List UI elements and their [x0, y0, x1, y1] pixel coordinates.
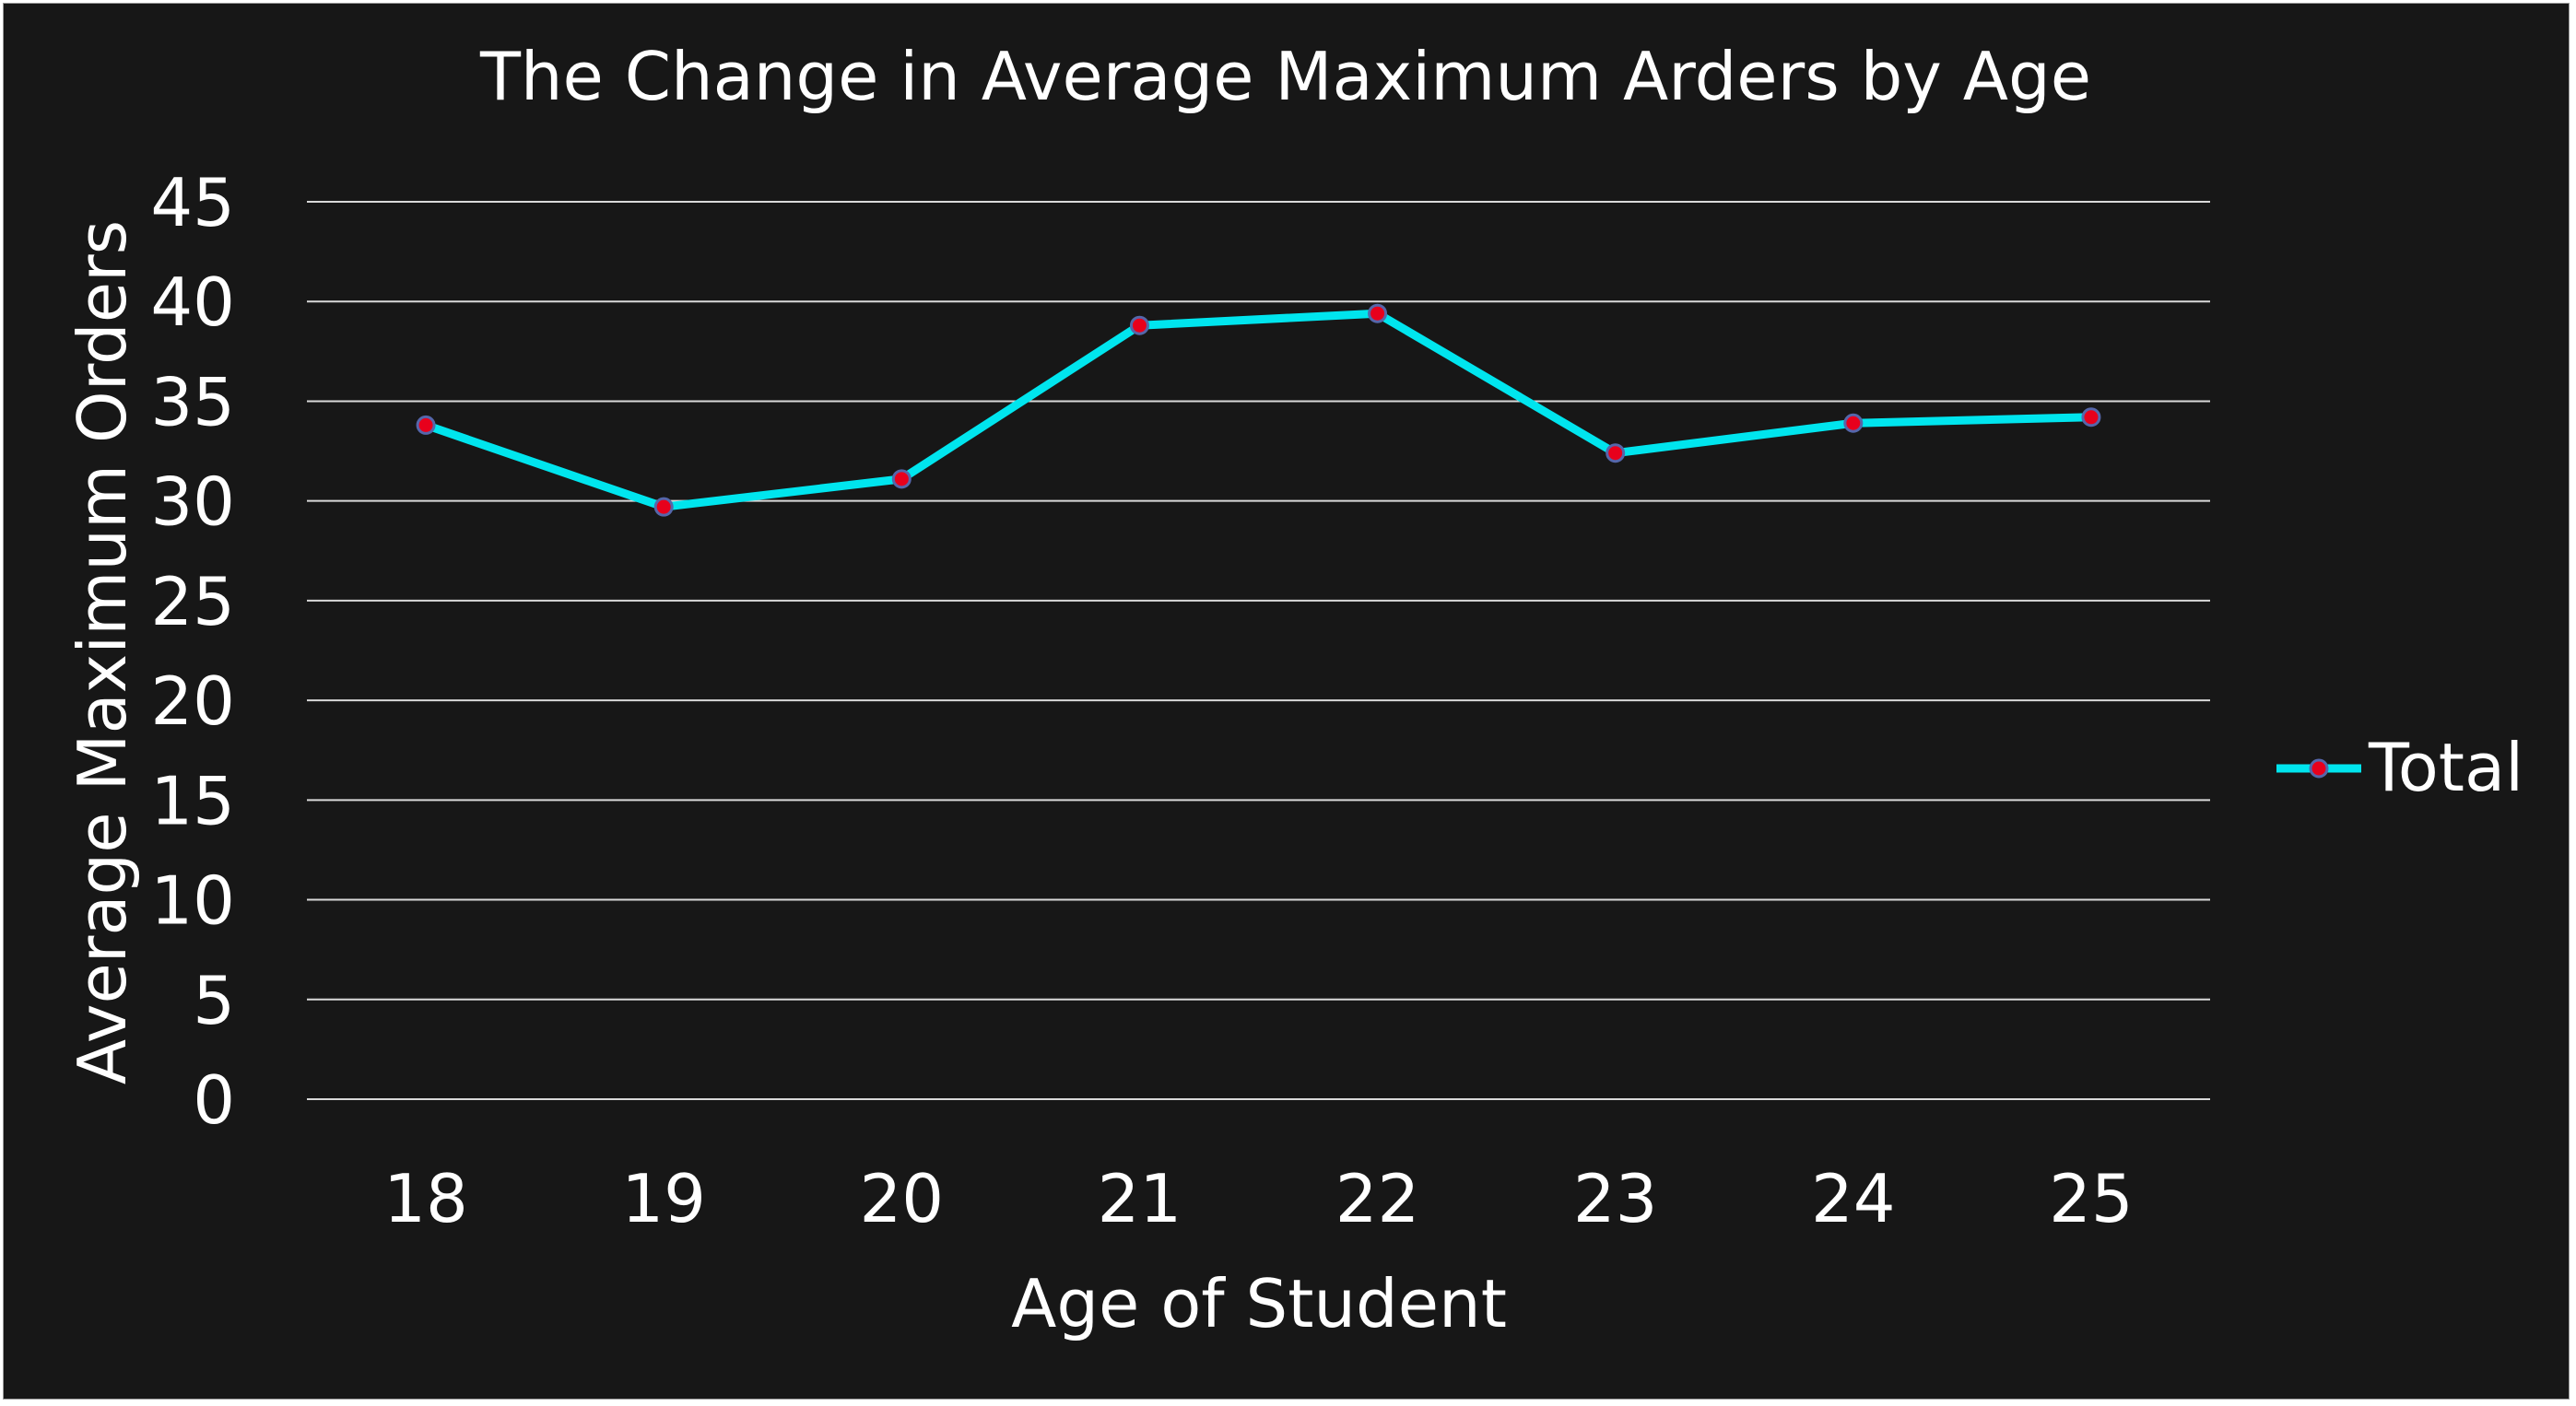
y-tick-label: 5 — [193, 962, 235, 1039]
series-line — [424, 309, 2092, 511]
data-point — [1368, 303, 1388, 323]
legend-marker — [2309, 758, 2329, 779]
y-tick-label: 45 — [150, 164, 235, 241]
y-tick-labels: 0 5 10 15 20 25 30 35 40 45 — [150, 164, 235, 1139]
x-tick-label: 22 — [1335, 1160, 1420, 1237]
data-point — [2081, 407, 2101, 428]
data-point — [1129, 315, 1149, 335]
data-point — [1843, 413, 1864, 433]
legend: Total — [2276, 729, 2523, 806]
x-tick-label: 24 — [1811, 1160, 1896, 1237]
y-tick-label: 20 — [150, 662, 235, 740]
y-tick-label: 10 — [150, 862, 235, 940]
x-tick-label: 20 — [860, 1160, 945, 1237]
data-point — [891, 469, 912, 489]
x-tick-label: 21 — [1098, 1160, 1182, 1237]
gridlines — [307, 201, 2210, 1100]
series-total — [416, 303, 2101, 517]
legend-label-total: Total — [2368, 729, 2523, 806]
chart-title: The Change in Average Maximum Arders by … — [479, 38, 2091, 115]
x-tick-labels: 18 19 20 21 22 23 24 25 — [383, 1160, 2134, 1237]
y-tick-label: 40 — [150, 264, 235, 341]
y-tick-label: 35 — [150, 363, 235, 440]
x-tick-label: 25 — [2049, 1160, 2134, 1237]
y-axis-label: Average Maximum Orders — [64, 220, 141, 1084]
x-axis-label: Age of Student — [1011, 1265, 1507, 1342]
data-point — [1606, 443, 1626, 463]
y-tick-label: 25 — [150, 563, 235, 640]
x-tick-label: 18 — [383, 1160, 468, 1237]
y-tick-label: 15 — [150, 762, 235, 839]
data-point — [416, 415, 436, 435]
y-tick-label: 0 — [193, 1061, 235, 1139]
x-tick-label: 19 — [621, 1160, 706, 1237]
data-point — [653, 497, 674, 517]
x-tick-label: 23 — [1573, 1160, 1658, 1237]
y-tick-label: 30 — [150, 463, 235, 541]
